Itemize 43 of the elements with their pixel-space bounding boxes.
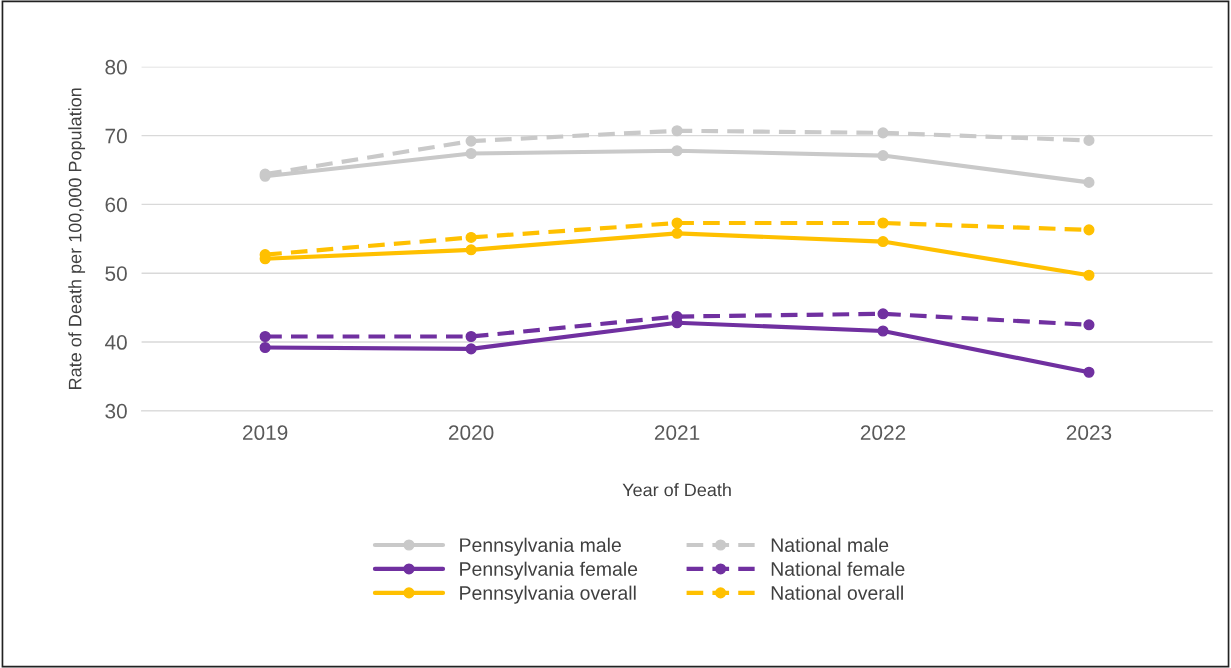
point <box>465 231 477 243</box>
y-tick-label: 70 <box>105 128 127 144</box>
point <box>671 125 683 137</box>
point <box>465 147 477 160</box>
y-axis-title: Rate of Death per 100,000 Population <box>68 88 86 389</box>
point <box>877 150 889 162</box>
point <box>877 308 889 320</box>
point <box>465 330 477 343</box>
y-tick-label: 80 <box>105 59 127 75</box>
x-axis-title: Year of Death <box>622 483 731 497</box>
x-tick-label: 2021 <box>654 425 700 441</box>
point <box>465 343 477 355</box>
point <box>259 341 271 354</box>
x-tick-label: 2022 <box>860 425 906 441</box>
x-tick-label: 2023 <box>1066 425 1112 441</box>
y-tick-label: 60 <box>105 197 127 213</box>
point <box>877 127 889 139</box>
point <box>1083 269 1095 281</box>
point <box>1083 224 1095 236</box>
point <box>1083 366 1095 378</box>
point <box>877 325 889 337</box>
legend-label: National female <box>771 561 905 576</box>
point <box>671 145 683 157</box>
point <box>1083 134 1095 146</box>
x-tick-label: 2020 <box>448 425 494 441</box>
point <box>877 217 889 229</box>
point <box>671 217 683 229</box>
x-tick-label: 2019 <box>243 425 288 441</box>
y-tick-label: 30 <box>105 403 127 419</box>
point <box>465 135 477 147</box>
legend-label: Pennsylvania overall <box>460 585 636 604</box>
y-tick-label: 40 <box>104 335 127 350</box>
point <box>1083 319 1095 331</box>
point <box>877 236 889 248</box>
legend-label: National overall <box>771 585 903 600</box>
y-tick-label: 50 <box>105 266 127 281</box>
legend-label: Pennsylvania male <box>460 537 621 556</box>
point <box>671 227 683 239</box>
legend-label: Pennsylvania female <box>460 561 638 580</box>
point <box>465 244 477 256</box>
legend-label: National male <box>771 537 889 552</box>
point <box>259 330 271 343</box>
point <box>1083 176 1095 188</box>
